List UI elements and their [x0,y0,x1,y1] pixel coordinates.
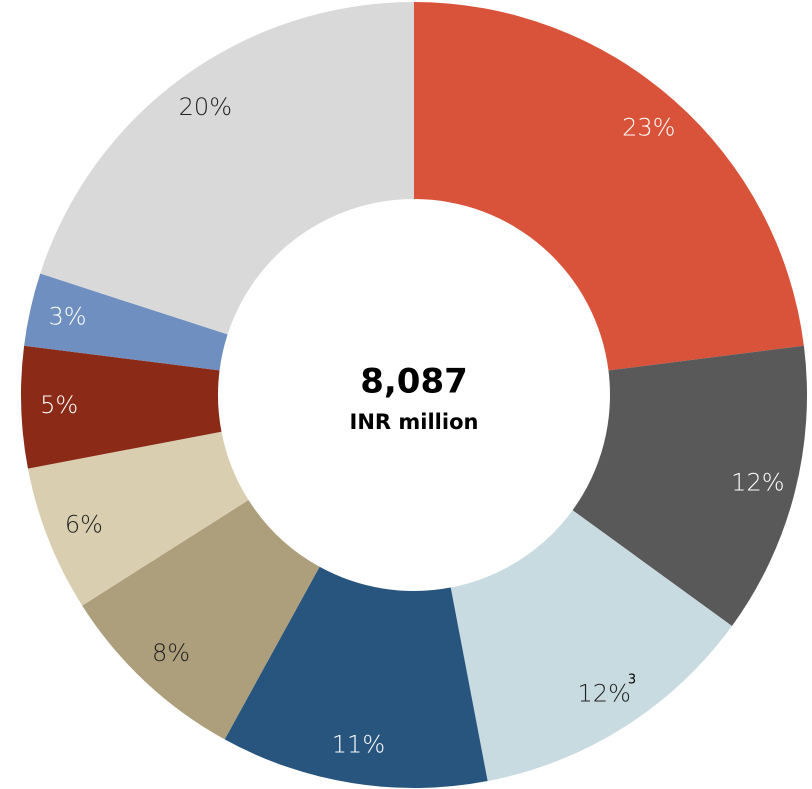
slice-label: 11% [332,731,385,759]
slice-label: 3% [49,303,87,331]
slice [414,2,804,371]
slice-label: 23% [622,114,675,142]
slice [20,345,222,469]
slice-label: 6% [65,511,103,539]
slice [24,273,228,371]
footnote-marker: 3 [628,673,636,688]
center-value: 8,087 [360,362,468,402]
center-unit: INR million [350,410,479,434]
slice-label: 5% [40,391,78,419]
slice [27,431,249,606]
slice-label: 12% [731,468,784,496]
slice [572,345,807,626]
slice [224,566,488,788]
slice [82,500,320,740]
labels: 23% 12% 12% 11% 8% 6% 5% 3% 20% [40,93,784,759]
slice [40,2,414,335]
slice-label: 20% [179,93,232,121]
slice [450,510,732,782]
slice-label: 12% [578,680,631,708]
slice-label: 8% [152,639,190,667]
slices [20,2,807,788]
